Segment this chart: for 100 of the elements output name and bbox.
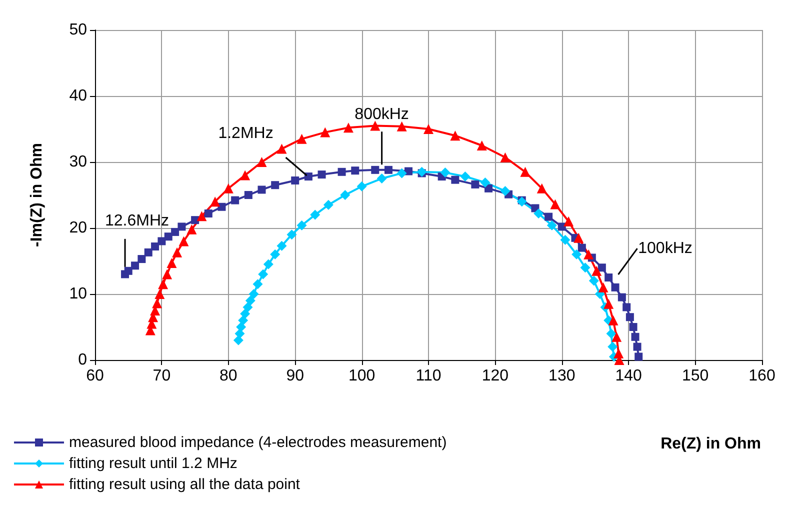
point (210, 196, 220, 207)
point (424, 124, 434, 134)
point (516, 196, 527, 207)
point (598, 264, 606, 272)
point (318, 170, 326, 179)
point (218, 202, 226, 211)
x-tick-label: 130 (548, 368, 576, 384)
x-tick-label: 120 (482, 368, 509, 384)
legend-label: measured blood impedance (4-electrodes measurement) (69, 434, 447, 451)
point (242, 302, 253, 312)
point (584, 249, 594, 260)
point (536, 183, 547, 194)
point (291, 176, 300, 184)
point (270, 249, 280, 260)
point (622, 303, 631, 312)
point (131, 262, 140, 270)
point (633, 342, 642, 351)
point (629, 323, 638, 331)
x-axis-title: Re(Z) in Ohm (660, 436, 761, 452)
point (604, 298, 614, 309)
point (178, 236, 189, 246)
point (323, 200, 334, 210)
point (162, 269, 172, 280)
point (376, 174, 387, 184)
point (546, 220, 557, 230)
point (233, 335, 244, 346)
point (172, 247, 182, 258)
point (231, 196, 240, 204)
point (356, 181, 367, 192)
point (144, 248, 152, 256)
y-tick-label: 20 (69, 220, 88, 236)
point (271, 181, 280, 190)
y-tick-label: 0 (78, 352, 88, 368)
point (171, 228, 180, 236)
y-tick-label: 10 (69, 286, 88, 302)
point (371, 166, 380, 174)
annotation: 12.6MHz (105, 212, 170, 230)
point (124, 266, 132, 275)
point (592, 266, 602, 276)
point (236, 322, 246, 332)
point (351, 166, 360, 175)
point (558, 222, 566, 231)
legend-label: fitting result using all the data point (69, 476, 301, 493)
point (476, 140, 487, 150)
point (500, 152, 510, 162)
x-tick-label: 100 (348, 368, 376, 384)
x-tick-label: 90 (286, 368, 304, 384)
point (310, 210, 320, 220)
point (234, 328, 245, 339)
point (564, 216, 574, 226)
point (608, 342, 618, 352)
point (574, 232, 584, 243)
point (572, 249, 582, 260)
point (138, 255, 146, 264)
point (550, 199, 560, 210)
y-tick-label: 50 (69, 22, 88, 38)
point (240, 170, 250, 180)
point (340, 190, 350, 200)
point (276, 240, 287, 251)
point (384, 166, 392, 174)
point (396, 121, 407, 132)
point (248, 289, 259, 299)
annotation: 800kHz (354, 106, 409, 124)
point (158, 237, 166, 246)
x-tick-label: 140 (615, 368, 642, 384)
annotation: 1.2MHz (218, 125, 274, 142)
x-tick-label: 160 (748, 368, 776, 384)
point (404, 167, 412, 176)
point (320, 127, 330, 138)
point (296, 220, 307, 230)
point (343, 122, 354, 133)
point (560, 234, 570, 245)
y-axis-title: -Im(Z) in Ohm (28, 143, 46, 247)
point (460, 172, 470, 182)
point (276, 144, 287, 154)
point (611, 283, 620, 292)
point (544, 212, 553, 221)
point (164, 232, 172, 241)
point (245, 296, 256, 306)
x-tick-label: 70 (152, 368, 171, 384)
point (186, 224, 197, 234)
point (204, 209, 212, 218)
point (606, 328, 616, 339)
point (304, 172, 312, 181)
point (338, 168, 346, 176)
x-tick-label: 150 (682, 368, 709, 384)
point (580, 262, 590, 273)
point (520, 166, 530, 177)
point (196, 211, 207, 222)
point (634, 352, 643, 361)
annotation: 100kHz (638, 240, 692, 257)
point (256, 157, 267, 167)
point (534, 208, 544, 218)
point (263, 259, 274, 270)
point (604, 274, 613, 282)
point (618, 293, 626, 302)
point (598, 282, 608, 292)
point (296, 134, 307, 144)
point (238, 315, 248, 326)
point (440, 168, 450, 178)
